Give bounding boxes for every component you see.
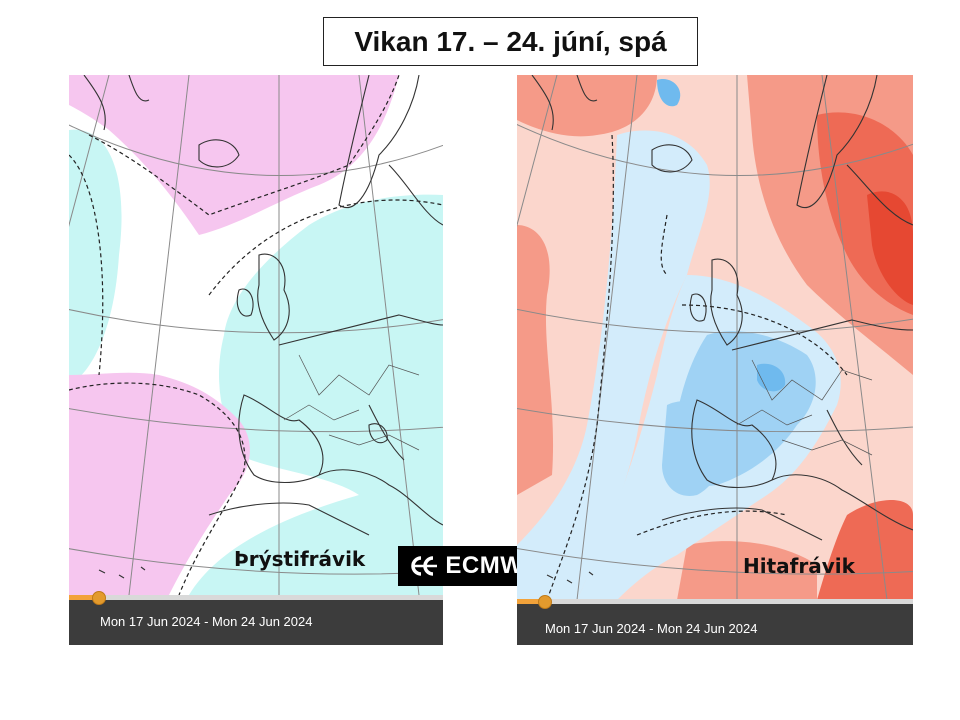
negative-anomaly-region [69, 129, 122, 385]
dashed-contours [69, 75, 443, 595]
timeline-progress [517, 599, 549, 604]
temperature-map-svg [517, 75, 913, 600]
positive-anomaly-region [69, 75, 399, 235]
graticule [69, 75, 443, 595]
graticule [517, 75, 913, 600]
warm-anomaly-region [517, 75, 657, 137]
timeline-handle[interactable] [92, 591, 106, 605]
cold-anomaly-region [657, 79, 681, 107]
title-box: Vikan 17. – 24. júní, spá [323, 17, 698, 66]
ecmwf-logo-icon [411, 556, 438, 576]
positive-anomaly-region [69, 372, 250, 595]
page-title: Vikan 17. – 24. júní, spá [354, 25, 667, 57]
timeline-track[interactable] [69, 595, 443, 600]
cold-anomaly-region [517, 130, 710, 600]
warm-anomaly-region [867, 191, 913, 305]
country-borders [736, 359, 873, 456]
negative-anomaly-region [189, 194, 443, 595]
date-range-label: Mon 17 Jun 2024 - Mon 24 Jun 2024 [545, 621, 758, 636]
timeline-handle[interactable] [538, 595, 552, 609]
cold-anomaly-region [662, 401, 728, 496]
timeline-track[interactable] [517, 599, 913, 604]
timeline-progress [69, 595, 99, 600]
warm-anomaly-region [517, 225, 554, 495]
pressure-anomaly-label: Þrýstifrávik [234, 547, 366, 571]
dashed-contours [546, 134, 848, 600]
warm-anomaly-region [817, 500, 913, 600]
country-borders [283, 354, 420, 451]
warm-anomaly-region [677, 541, 817, 600]
pressure-map-svg [69, 75, 443, 595]
temperature-anomaly-map: Hitafrávik [517, 75, 913, 600]
right-timeline-bar: Mon 17 Jun 2024 - Mon 24 Jun 2024 [517, 595, 913, 645]
left-timeline-bar: Mon 17 Jun 2024 - Mon 24 Jun 2024 [69, 591, 443, 645]
pressure-anomaly-map: Þrýstifrávik [69, 75, 443, 595]
temperature-anomaly-label: Hitafrávik [743, 554, 855, 578]
date-range-label: Mon 17 Jun 2024 - Mon 24 Jun 2024 [100, 614, 313, 629]
